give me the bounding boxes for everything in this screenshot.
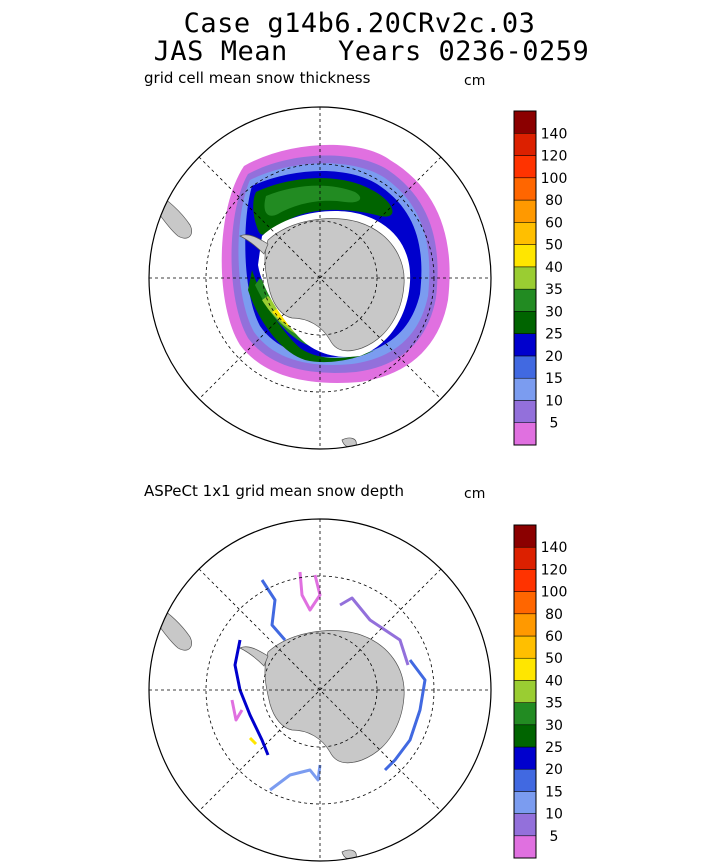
panel2-track-ross	[269, 764, 322, 792]
panel1-map	[151, 144, 450, 448]
panel2-colorbar-tick-label: 50	[545, 651, 563, 667]
panel2-colorbar-swatch	[513, 835, 537, 859]
chart-title-line2: JAS Mean Years 0236-0259	[153, 36, 590, 67]
panel1-antarctic-peninsula	[239, 234, 269, 255]
panel1-grid	[148, 106, 492, 450]
panel2-antarctica	[264, 630, 405, 764]
panel2-colorbar-swatch	[513, 569, 537, 592]
panel1-colorbar-tick-label: 15	[545, 371, 563, 387]
panel2-track-weddell-2	[298, 571, 322, 612]
panel2-track-indian	[339, 596, 410, 666]
panel1-colorbar-swatch	[513, 244, 537, 268]
panel2-colorbar-swatch	[513, 680, 537, 703]
panel1-colorbar: 5 10 15 20 25 30 35 40 50 60 80 100 120 140	[513, 110, 568, 446]
panel2-colorbar-tick-label: 120	[541, 562, 568, 578]
panel1-colorbar-swatch	[513, 400, 537, 423]
panel1-colorbar-swatch	[513, 377, 537, 401]
panel2-colorbar-swatch	[513, 591, 537, 615]
chart-title-line1: Case g14b6.20CRv2c.03	[183, 8, 536, 39]
panel1-colorbar-swatch	[513, 422, 537, 446]
panel2-colorbar-swatch	[513, 524, 537, 548]
panel2-colorbar-frame	[513, 524, 537, 859]
panel2-colorbar-swatch	[513, 791, 537, 814]
panel1-colorbar-swatch	[513, 333, 537, 357]
panel1-south-america	[151, 189, 192, 239]
panel1-colorbar-tick-label: 60	[545, 215, 563, 231]
panel1-colorbar-frame	[513, 110, 537, 446]
panel1-colorbar-tick-label: 25	[545, 327, 563, 343]
panel2-colorbar-swatch	[513, 724, 537, 748]
panel2-colorbar-tick-label: 80	[545, 607, 563, 623]
panel1-colorbar-swatch	[513, 355, 537, 379]
panel1-snow-band-25b	[248, 270, 375, 363]
panel1-colorbar-tick-label: 10	[545, 393, 563, 409]
panel1-colorbar-swatch	[513, 110, 537, 134]
panel1-colorbar-tick-label: 5	[550, 416, 559, 432]
panel2-colorbar-tick-label: 20	[545, 762, 563, 778]
panel2-colorbar-tick-label: 100	[541, 585, 568, 601]
panel2-colorbar-swatch	[513, 746, 537, 770]
panel1-colorbar-swatch	[513, 133, 537, 156]
panel1-colorbar-swatch	[513, 222, 537, 245]
panel2-colorbar-swatch	[513, 768, 537, 792]
panel2-south-america	[151, 601, 192, 651]
panel2-track-bellingshausen	[233, 639, 270, 756]
panel2-colorbar-swatch	[513, 657, 537, 681]
panel2-colorbar-tick-label: 35	[545, 696, 563, 712]
panel1-antarctica	[264, 218, 405, 352]
panel2-title: ASPeCt 1x1 grid mean snow depth	[144, 482, 405, 500]
panel2-colorbar-tick-label: 30	[545, 718, 563, 734]
panel1-colorbar-swatch	[513, 266, 537, 290]
panel1-colorbar-tick-label: 140	[541, 126, 568, 142]
panel2-track-yellow	[248, 736, 258, 746]
panel1-colorbar-tick-label: 100	[541, 171, 568, 187]
panel2-track-weddell	[260, 579, 287, 641]
panel1-colorbar-tick-label: 40	[545, 260, 563, 276]
panel2-colorbar-swatch	[513, 635, 537, 659]
panel2-unit: cm	[464, 486, 486, 502]
panel2-colorbar: 5 10 15 20 25 30 35 40 50 60 80 100 120 140	[513, 524, 568, 859]
panel1-snow-band-30	[264, 185, 361, 216]
panel2-antarctic-peninsula	[239, 646, 269, 667]
panel2-track-bellingshausen-2	[230, 699, 244, 722]
panel2-grid	[148, 518, 492, 862]
panel2-colorbar-swatch	[513, 613, 537, 637]
panel1-colorbar-tick-label: 20	[545, 349, 563, 365]
panel1-colorbar-swatch	[513, 155, 537, 179]
panel2-colorbar-tick-label: 5	[550, 829, 559, 845]
panel1-colorbar-tick-label: 80	[545, 193, 563, 209]
panel1-colorbar-tick-label: 35	[545, 282, 563, 298]
panel2-colorbar-swatch	[513, 813, 537, 837]
panel1-unit: cm	[464, 73, 486, 89]
panel2-colorbar-tick-label: 15	[545, 784, 563, 800]
panel2-colorbar-tick-label: 140	[541, 540, 568, 556]
panel2-colorbar-tick-label: 25	[545, 740, 563, 756]
panel1-colorbar-swatch	[513, 199, 537, 223]
panel1-colorbar-swatch	[513, 311, 537, 334]
panel2-colorbar-swatch	[513, 702, 537, 726]
panel1-colorbar-swatch	[513, 177, 537, 201]
panel2-track-east	[383, 659, 427, 772]
panel2-colorbar-tick-label: 10	[545, 807, 563, 823]
panel1-colorbar-tick-label: 120	[541, 149, 568, 165]
panel1-title: grid cell mean snow thickness	[144, 69, 371, 87]
panel2-colorbar-tick-label: 60	[545, 629, 563, 645]
panel2-ship-tracks	[230, 571, 427, 792]
panel2-colorbar-tick-label: 40	[545, 673, 563, 689]
panel2-colorbar-swatch	[513, 546, 537, 570]
panel1-colorbar-swatch	[513, 288, 537, 312]
panel2-map	[151, 571, 427, 860]
panel1-colorbar-tick-label: 50	[545, 238, 563, 254]
panel1-colorbar-tick-label: 30	[545, 304, 563, 320]
